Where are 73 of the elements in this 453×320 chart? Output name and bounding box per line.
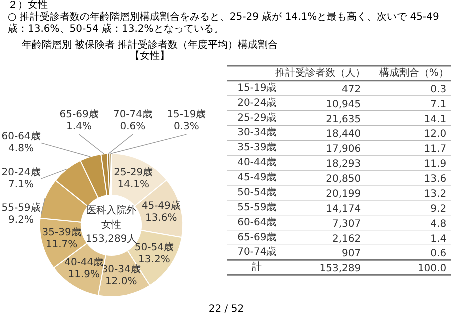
data-label: 1.4% <box>66 121 92 132</box>
slice-label: 70-74歳 <box>113 108 153 120</box>
data-label: 0.6% <box>120 121 146 132</box>
text: 22 / 52 <box>208 303 246 317</box>
data-label: 4.8 <box>430 218 447 230</box>
category-label: 50-54歳 <box>238 186 277 198</box>
category-label: 30-34歳 <box>238 126 277 139</box>
category-label: 15-19歳 <box>238 82 277 94</box>
data-label: 13.6% <box>145 212 178 224</box>
slice-label: 35-39歳 <box>42 226 82 239</box>
category-label: 25-29歳 <box>238 112 277 124</box>
data-label: 7.1 <box>430 99 447 110</box>
data-label: 907 <box>342 248 362 260</box>
data-label: 10,945 <box>326 99 362 110</box>
data-label: 17,906 <box>326 144 362 156</box>
category-label: 35-39歳 <box>238 142 277 154</box>
category-label: 55-59歳 <box>238 201 277 214</box>
data-label: 7,307 <box>332 218 362 230</box>
text: 女性 <box>102 218 122 231</box>
text: 153,289人 <box>86 234 138 246</box>
slice-label: 25-29歳 <box>114 166 154 178</box>
data-label: 0.3 <box>430 84 447 96</box>
slice-label: 30-34歳 <box>102 263 141 276</box>
data-label: 20,850 <box>326 174 362 186</box>
data-label: 21,635 <box>326 114 362 126</box>
data-label: 2,162 <box>332 234 362 245</box>
data-label: 9.2% <box>8 215 34 226</box>
data-label: 14.1 <box>424 114 447 126</box>
slice-label: 50-54歳 <box>134 241 174 254</box>
text: ２）女性 <box>8 0 48 11</box>
slice-label: 55-59歳 <box>2 202 41 214</box>
data-label: 9.2 <box>430 204 447 215</box>
chart-subtitle: 【女性】 <box>130 51 170 62</box>
slice-label: 15-19歳 <box>167 108 206 120</box>
data-label: 13.2% <box>138 254 170 266</box>
category-label: 70-74歳 <box>238 246 277 258</box>
category-label: 40-44歳 <box>238 156 277 169</box>
data-label: 1.4 <box>430 234 447 245</box>
data-label: 472 <box>342 84 362 96</box>
data-label: 0.6 <box>430 248 447 260</box>
slice-label: 20-24歳 <box>2 166 41 178</box>
data-label: 13.6 <box>424 174 447 186</box>
text: 医科入院外 <box>86 204 136 217</box>
slice-label: 65-69歳 <box>60 108 99 120</box>
data-label: 11.9 <box>424 159 447 170</box>
data-label: 0.3% <box>174 121 200 132</box>
data-label: 20,199 <box>326 188 362 200</box>
category-label: 20-24歳 <box>238 96 277 109</box>
slice-label: 45-49歳 <box>142 200 181 212</box>
text: 構成割合（%） <box>379 66 449 79</box>
data-label: 7.1% <box>8 179 34 190</box>
category-label: 45-49歳 <box>238 172 277 184</box>
text: ○ 推計受診者数の年齢階層別構成割合をみると、25-29 歳が 14.1%と最も高く、次いで 45-49 歳：13.6%、50-54 歳：13.2%となっている。 <box>8 12 440 35</box>
chart-title: 年齢階層別 被保険者 推計受診者数（年度平均）構成割合 <box>22 40 278 51</box>
data-label: 12.0 <box>424 129 447 140</box>
slice-label: 60-64歳 <box>2 130 41 143</box>
series-label: 推計受診者数（人） <box>276 66 366 79</box>
data-label: 11.9% <box>68 270 100 281</box>
data-label: 12.0% <box>105 276 138 288</box>
category-label: 65-69歳 <box>238 231 277 244</box>
data-label: 14,174 <box>326 204 362 215</box>
data-label: 11.7% <box>46 240 78 251</box>
data-label: 14.1% <box>118 179 150 190</box>
category-label: 計 <box>252 261 262 274</box>
data-label: 18,293 <box>326 159 362 170</box>
data-label: 100.0 <box>418 264 447 275</box>
data-label: 153,289 <box>320 264 362 275</box>
slice-label: 40-44歳 <box>64 256 104 268</box>
data-label: 18,440 <box>326 129 362 140</box>
category-label: 60-64歳 <box>238 216 277 228</box>
data-label: 4.8% <box>8 144 34 155</box>
data-label: 11.7 <box>424 144 447 156</box>
data-label: 13.2 <box>424 188 447 200</box>
